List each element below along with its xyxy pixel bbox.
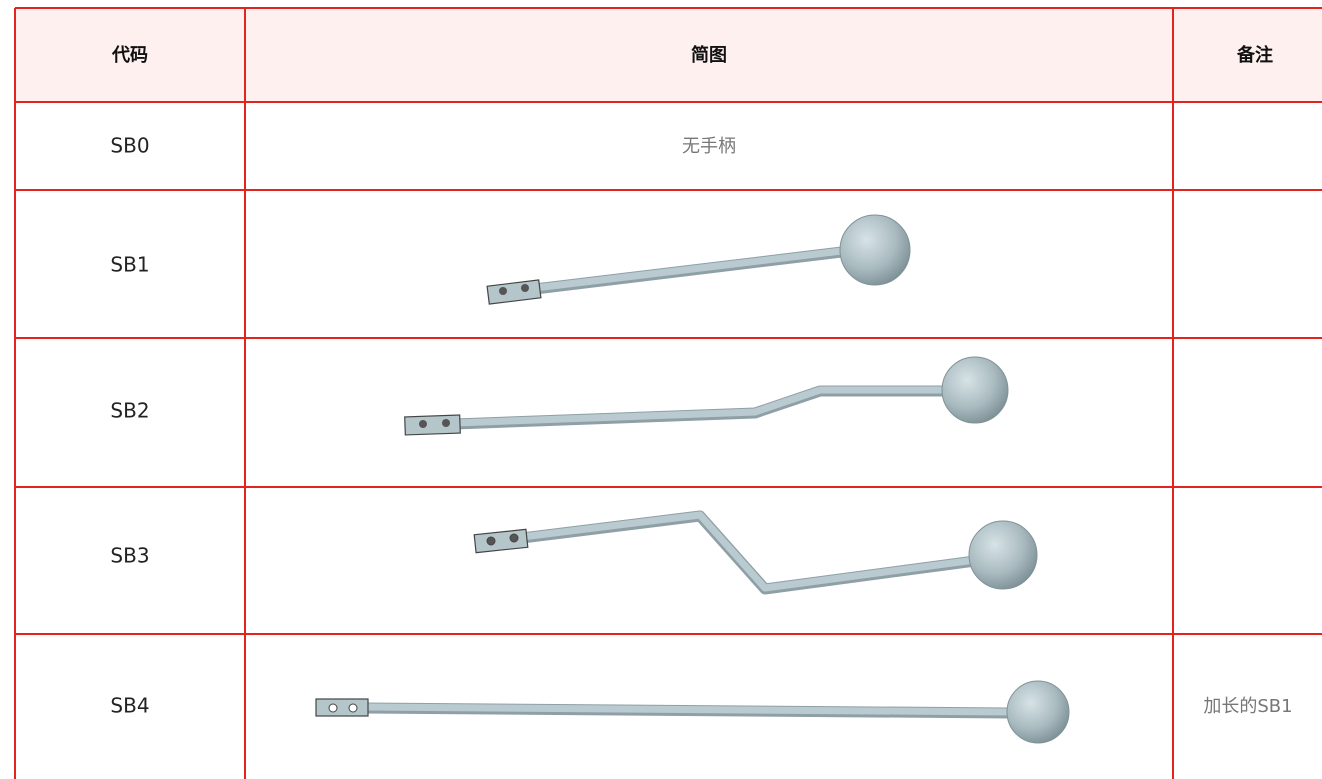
header-cell: 备注 (1236, 44, 1273, 66)
code-cell: SB0 (110, 134, 149, 158)
note-cell: 加长的SB1 (1203, 696, 1292, 717)
diagram-text: 无手柄 (682, 136, 736, 157)
code-cell: SB2 (110, 399, 149, 423)
table-grid (14, 7, 1322, 779)
handle-sb4 (315, 680, 1070, 744)
handle-sb1 (486, 214, 911, 305)
code-cell: SB4 (110, 694, 149, 718)
header-bg (15, 8, 1322, 102)
handle-sb2 (404, 356, 1009, 436)
header-cell: 代码 (111, 45, 148, 66)
code-cell: SB3 (110, 544, 149, 568)
handle-sb3 (473, 510, 1038, 595)
code-cell: SB1 (110, 253, 149, 277)
header-cell: 简图 (691, 44, 727, 66)
